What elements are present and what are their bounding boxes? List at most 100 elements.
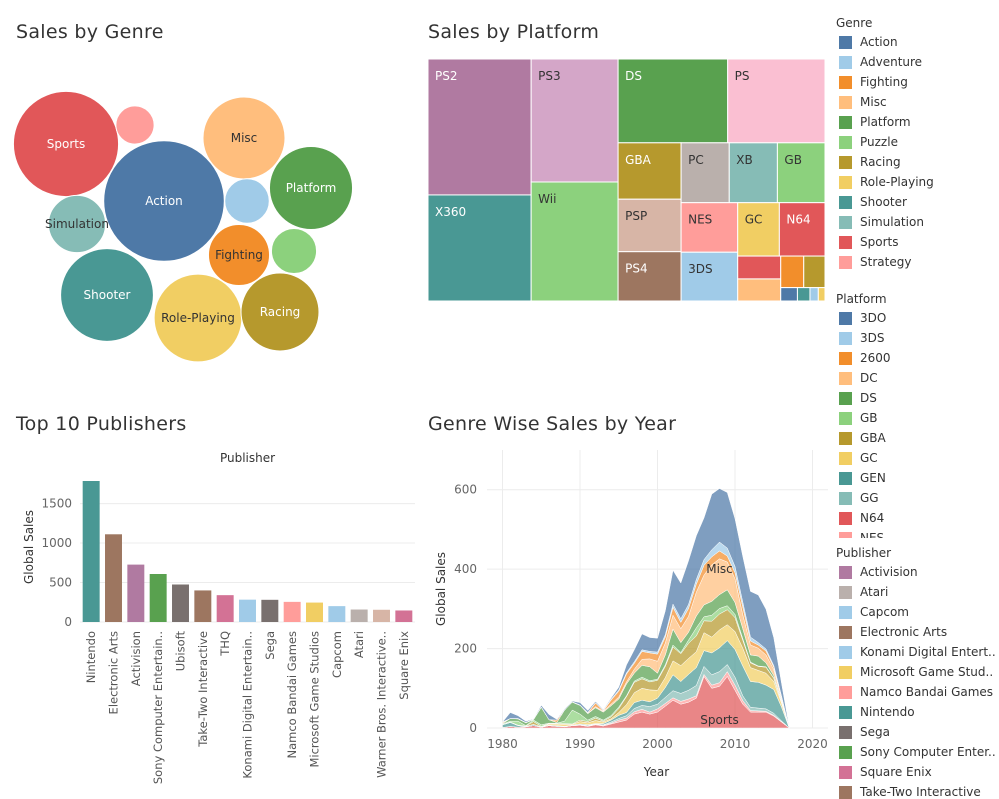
bar-ubisoft[interactable]	[172, 584, 189, 623]
publisher-legend-item[interactable]: Sega	[836, 722, 999, 742]
bar-thq[interactable]	[216, 595, 234, 622]
publisher-legend-item[interactable]: Microsoft Game Stud..	[836, 662, 999, 682]
treemap-cell[interactable]	[780, 255, 805, 289]
treemap-cell-ps[interactable]: PS	[727, 59, 825, 144]
treemap-cell[interactable]	[796, 287, 811, 301]
publisher-legend-item[interactable]: Electronic Arts	[836, 622, 999, 642]
treemap-cell-gba[interactable]: GBA	[617, 142, 682, 200]
genre-legend-item[interactable]: Sports	[836, 232, 999, 252]
treemap-cell[interactable]	[737, 278, 782, 301]
genre-legend-item[interactable]: Racing	[836, 152, 999, 172]
platform-legend-item[interactable]: GC	[836, 448, 999, 468]
bar-square-enix[interactable]	[395, 610, 413, 622]
genre-legend-item[interactable]: Misc	[836, 92, 999, 112]
bar-konami-digital-entertain[interactable]	[239, 599, 256, 622]
treemap-label: DS	[625, 69, 642, 83]
publisher-legend-item[interactable]: Atari	[836, 582, 999, 602]
genre-legend-item[interactable]: Action	[836, 32, 999, 52]
platform-legend-item[interactable]: GEN	[836, 468, 999, 488]
x-tick-label: 2010	[720, 737, 751, 751]
treemap-cell[interactable]	[780, 287, 798, 301]
bar-capcom[interactable]	[328, 606, 346, 622]
platform-legend-item[interactable]: GG	[836, 488, 999, 508]
treemap-cell-n64[interactable]: N64	[778, 202, 825, 257]
bubble-puzzle[interactable]	[270, 227, 318, 275]
publisher-legend-item[interactable]: Konami Digital Entert..	[836, 642, 999, 662]
treemap-cell-nes[interactable]: NES	[680, 202, 739, 253]
bar-sega[interactable]	[261, 599, 279, 622]
genre-legend-item[interactable]: Platform	[836, 112, 999, 132]
bubble-adventure[interactable]	[224, 178, 270, 224]
legend-swatch	[839, 175, 852, 189]
bar-nintendo[interactable]	[82, 481, 100, 622]
platform-legend-item[interactable]: 3DO	[836, 308, 999, 328]
legend-swatch	[839, 625, 852, 639]
bar-namco-bandai-games[interactable]	[283, 601, 301, 622]
treemap-cell-wii[interactable]: Wii	[530, 181, 619, 301]
genre-legend-item[interactable]: Fighting	[836, 72, 999, 92]
legend-label: Fighting	[860, 75, 908, 89]
legend-swatch	[839, 331, 852, 345]
treemap-cell-ps2[interactable]: PS2	[428, 59, 532, 196]
platform-legend-item[interactable]: DC	[836, 368, 999, 388]
treemap-cell-ps3[interactable]: PS3	[530, 59, 619, 183]
publisher-legend-item[interactable]: Square Enix	[836, 762, 999, 782]
bar-atari[interactable]	[350, 609, 368, 622]
platform-legend-item[interactable]: N64	[836, 508, 999, 528]
x-tick-label: Electronic Arts	[107, 631, 121, 714]
bubble-shooter[interactable]: Shooter	[60, 248, 154, 342]
bubble-action[interactable]: Action	[103, 140, 225, 262]
bubble-sports[interactable]: Sports	[12, 90, 120, 198]
treemap-cell-gc[interactable]: GC	[737, 202, 780, 257]
publisher-legend-item[interactable]: Capcom	[836, 602, 999, 622]
bubble-misc[interactable]: Misc	[202, 96, 286, 180]
treemap-label: X360	[435, 205, 466, 219]
bar-microsoft-game-studios[interactable]	[306, 602, 323, 622]
bar-electronic-arts[interactable]	[105, 534, 122, 622]
genre-legend-item[interactable]: Shooter	[836, 192, 999, 212]
treemap-cell[interactable]	[803, 255, 825, 289]
platform-legend-item[interactable]: DS	[836, 388, 999, 408]
bar-activision[interactable]	[127, 564, 145, 622]
treemap-cell-3ds[interactable]: 3DS	[680, 251, 739, 301]
publisher-legend-item[interactable]: Nintendo	[836, 702, 999, 722]
genre-legend-item[interactable]: Role-Playing	[836, 172, 999, 192]
genre-legend-item[interactable]: Strategy	[836, 252, 999, 272]
x-tick-label: Microsoft Game Studios	[308, 631, 322, 768]
treemap-cell[interactable]	[809, 287, 819, 301]
bubble-racing[interactable]: Racing	[240, 272, 320, 352]
publisher-legend-item[interactable]: Namco Bandai Games	[836, 682, 999, 702]
treemap-cell-psp[interactable]: PSP	[617, 198, 682, 253]
treemap-cell-ps4[interactable]: PS4	[617, 251, 682, 301]
publisher-legend-item[interactable]: Sony Computer Enter..	[836, 742, 999, 762]
treemap-cell-gb[interactable]: GB	[776, 142, 825, 204]
platform-legend-item[interactable]: GBA	[836, 428, 999, 448]
platform-legend-item[interactable]: GB	[836, 408, 999, 428]
publisher-legend-item[interactable]: Take-Two Interactive	[836, 782, 999, 799]
bubble-simulation[interactable]: Simulation	[45, 194, 109, 254]
bar-warner-bros-interactive[interactable]	[373, 609, 390, 622]
bubble-platform[interactable]: Platform	[268, 145, 354, 231]
genre-legend: Genre Action Adventure Fighting Misc Platfor…	[836, 16, 999, 274]
legend-swatch	[839, 565, 852, 579]
area-series-action[interactable]	[502, 488, 790, 729]
genre-legend-item[interactable]: Adventure	[836, 52, 999, 72]
publisher-legend-item[interactable]: Activision	[836, 562, 999, 582]
platform-legend-item[interactable]: NES	[836, 528, 999, 538]
treemap-cell-xb[interactable]: XB	[728, 142, 778, 204]
area-annotation: Sports	[700, 713, 738, 727]
treemap-cell-ds[interactable]: DS	[617, 59, 729, 144]
treemap-cell[interactable]	[817, 287, 825, 301]
platform-legend-item[interactable]: 2600	[836, 348, 999, 368]
bubble-role-playing[interactable]: Role-Playing	[153, 273, 243, 363]
bubble-fighting[interactable]: Fighting	[207, 223, 271, 287]
treemap-cell[interactable]	[737, 255, 782, 280]
bar-take-two-interactive[interactable]	[194, 590, 212, 622]
bubble-strategy[interactable]	[115, 105, 155, 145]
genre-legend-item[interactable]: Puzzle	[836, 132, 999, 152]
treemap-cell-x360[interactable]: X360	[428, 194, 532, 301]
bar-sony-computer-entertain[interactable]	[149, 574, 167, 622]
treemap-cell-pc[interactable]: PC	[680, 142, 730, 204]
genre-legend-item[interactable]: Simulation	[836, 212, 999, 232]
platform-legend-item[interactable]: 3DS	[836, 328, 999, 348]
